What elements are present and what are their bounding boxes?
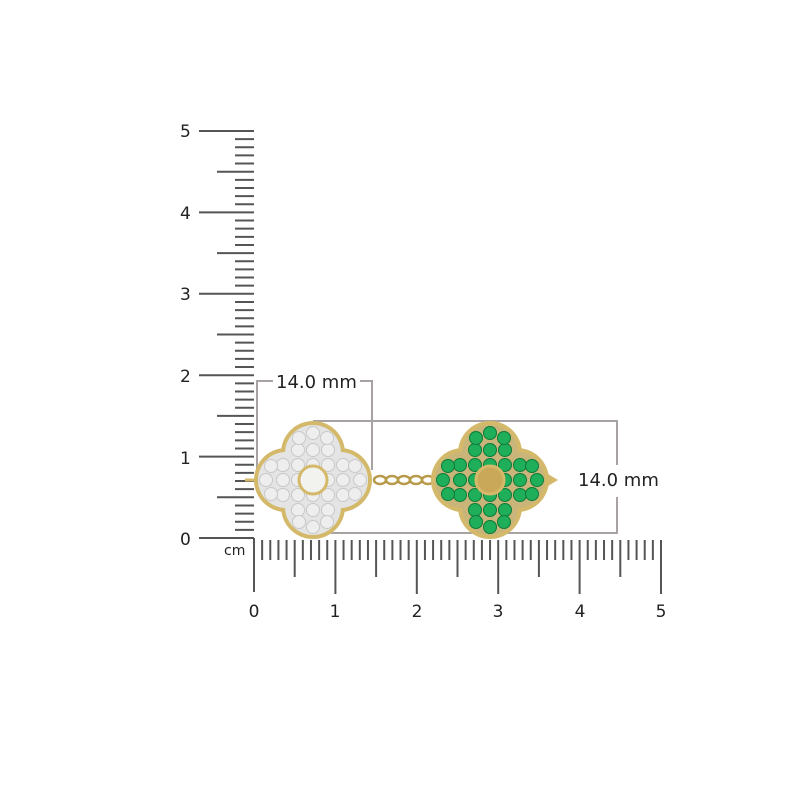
white-stone <box>306 503 320 517</box>
green-stone <box>513 488 527 502</box>
green-stone <box>441 459 455 473</box>
green-stone <box>525 459 539 473</box>
white-stone <box>264 487 278 501</box>
white-stone <box>292 515 306 529</box>
green-stone <box>468 503 482 517</box>
v-label-4: 4 <box>180 204 191 224</box>
green-stone <box>441 487 455 501</box>
white-stone <box>336 473 350 487</box>
white-stone <box>306 426 320 440</box>
white-stone <box>276 488 290 502</box>
green-stone <box>498 458 512 472</box>
green-stone <box>469 431 483 445</box>
white-stone <box>291 503 305 517</box>
horizontal-ruler <box>253 538 662 594</box>
green-stone <box>453 473 467 487</box>
green-stone <box>468 488 482 502</box>
h-label-0: 0 <box>249 602 260 622</box>
green-stone <box>483 520 497 534</box>
white-stone <box>321 488 335 502</box>
white-stone <box>336 488 350 502</box>
green-stone <box>468 443 482 457</box>
white-stone <box>321 503 335 517</box>
chain <box>245 474 558 486</box>
chain-link <box>384 474 400 486</box>
green-stone <box>513 458 527 472</box>
green-stone <box>469 515 483 529</box>
green-stone <box>497 431 511 445</box>
h-label-2: 2 <box>412 602 423 622</box>
v-label-5: 5 <box>180 122 191 142</box>
white-stone <box>259 473 273 487</box>
green-stone <box>513 473 527 487</box>
green-stone <box>436 473 450 487</box>
white-stone <box>276 458 290 472</box>
green-stone <box>468 458 482 472</box>
height-dimension-label: 14.0 mm <box>578 470 659 491</box>
green-stone <box>483 503 497 517</box>
green-stone <box>530 473 544 487</box>
h-label-1: 1 <box>330 602 341 622</box>
green-stone <box>483 426 497 440</box>
width-dimension <box>256 380 373 470</box>
white-stone <box>292 431 306 445</box>
h-label-3: 3 <box>493 602 504 622</box>
green-stone <box>497 515 511 529</box>
white-stone <box>306 520 320 534</box>
white-stone <box>264 459 278 473</box>
white-stone <box>291 458 305 472</box>
white-stone <box>320 515 334 529</box>
green-stone <box>453 488 467 502</box>
v-label-2: 2 <box>180 367 191 387</box>
center-setting <box>297 464 329 496</box>
chain-link <box>396 474 412 486</box>
green-stone <box>498 443 512 457</box>
height-dimension <box>313 420 618 534</box>
h-label-5: 5 <box>656 602 667 622</box>
white-stone <box>320 431 334 445</box>
white-stone <box>321 458 335 472</box>
white-stone <box>276 473 290 487</box>
white-stone <box>336 458 350 472</box>
green-stone <box>453 458 467 472</box>
green-stone <box>525 487 539 501</box>
white-stone <box>291 488 305 502</box>
width-dimension-label: 14.0 mm <box>276 372 357 393</box>
green-stone <box>483 443 497 457</box>
vertical-ruler <box>199 130 254 539</box>
chain-link <box>408 474 424 486</box>
green-clover-motif <box>431 421 549 539</box>
white-stone <box>348 487 362 501</box>
h-label-4: 4 <box>575 602 586 622</box>
v-label-3: 3 <box>180 285 191 305</box>
center-setting <box>474 464 506 496</box>
horizontal-ruler-labels: 0 1 2 3 4 5 <box>249 602 667 622</box>
green-stone <box>498 503 512 517</box>
white-stone <box>348 459 362 473</box>
white-clover-motif <box>254 421 372 539</box>
white-stone <box>291 443 305 457</box>
chain-link <box>372 474 388 486</box>
vertical-ruler-labels: 0 1 2 3 4 5 <box>180 122 191 550</box>
white-stone <box>321 443 335 457</box>
v-label-0: 0 <box>180 530 191 550</box>
green-stone <box>498 488 512 502</box>
chain-end <box>548 474 558 486</box>
v-label-1: 1 <box>180 449 191 469</box>
white-stone <box>306 443 320 457</box>
white-stone <box>353 473 367 487</box>
unit-label: cm <box>224 543 245 559</box>
